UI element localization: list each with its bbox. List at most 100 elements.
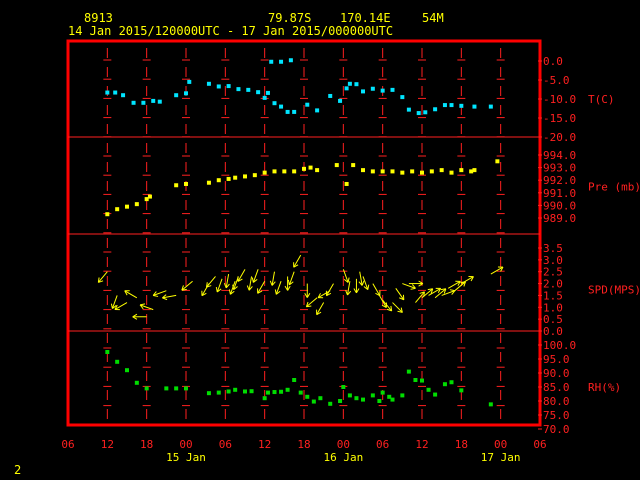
- data-point: [472, 168, 477, 173]
- x-tick-label: 06: [376, 438, 389, 451]
- wind-arrow-shaft: [454, 281, 466, 292]
- data-point: [387, 394, 392, 399]
- wind-arrow: [353, 278, 360, 294]
- wind-arrow-head: [293, 264, 299, 268]
- wind-arrow-head: [287, 279, 290, 285]
- x-tick-label: 18: [140, 438, 153, 451]
- y-tick-label: 85.0: [543, 381, 570, 394]
- x-tick-label: 00: [494, 438, 507, 451]
- data-point: [131, 100, 136, 105]
- panel-label: T(C): [588, 93, 615, 106]
- y-tick-label: 3.0: [543, 254, 563, 267]
- data-point: [390, 397, 395, 402]
- data-point: [400, 393, 405, 398]
- data-point: [429, 169, 434, 174]
- data-point: [449, 103, 454, 108]
- x-axis: 06 12 18 00 06 12 18 00 06 12 18 00 06 15 Jan 16 Jan 17…: [61, 438, 546, 464]
- data-point: [442, 103, 447, 108]
- wind-arrow-shaft: [326, 283, 334, 296]
- data-point: [410, 169, 415, 174]
- x-tick-label: 06: [533, 438, 546, 451]
- data-point: [187, 79, 192, 84]
- wind-arrow-shaft: [441, 290, 455, 296]
- wind-arrow-head: [363, 286, 369, 291]
- wind-arrow: [206, 276, 216, 288]
- data-point: [400, 95, 405, 100]
- data-point: [206, 81, 211, 86]
- wind-arrow-head: [343, 278, 349, 283]
- wind-arrow-head: [317, 293, 321, 298]
- wind-arrow-shaft: [415, 291, 425, 303]
- data-point: [269, 59, 274, 64]
- wind-arrow: [181, 280, 193, 291]
- wind-arrow: [132, 313, 147, 320]
- elevation: 54M: [422, 11, 444, 25]
- y-tick-label: 100.0: [543, 339, 576, 352]
- wind-arrow-head: [430, 288, 434, 294]
- wind-arrow: [274, 281, 282, 295]
- y-tick-label: -15.0: [543, 112, 576, 125]
- data-point: [308, 165, 313, 170]
- y-tick-label: 1.5: [543, 289, 563, 302]
- x-tick-label: 06: [219, 438, 232, 451]
- x-tick-label: 12: [258, 438, 271, 451]
- wind-arrow-head: [443, 288, 447, 294]
- data-point: [164, 386, 169, 391]
- wind-arrow-shaft: [306, 297, 318, 308]
- wind-arrow-head: [361, 280, 365, 286]
- wind-arrow: [434, 288, 447, 299]
- wind-arrow-shaft: [382, 299, 393, 312]
- data-point: [206, 391, 211, 396]
- wind-arrow-head: [112, 305, 117, 309]
- wind-arrow-head: [410, 287, 416, 290]
- date-label: 17 Jan: [481, 451, 521, 464]
- data-point: [459, 168, 464, 173]
- wind-arrow-shaft: [271, 271, 275, 286]
- wind-arrow-head: [201, 292, 207, 297]
- data-point: [226, 84, 231, 89]
- data-point: [174, 183, 179, 188]
- wind-arrow-head: [274, 289, 277, 295]
- wind-arrow-head: [399, 297, 405, 301]
- y-tick-label: 0.5: [543, 313, 563, 326]
- plot-frame: [66, 39, 542, 427]
- wind-arrow-head: [181, 285, 184, 291]
- wind-arrow-head: [306, 293, 311, 298]
- y-tick-label: 1.0: [543, 301, 563, 314]
- wind-arrow-shaft: [275, 281, 282, 295]
- data-point: [495, 159, 500, 164]
- panel-label: RH(%): [588, 381, 621, 394]
- wind-arrow-head: [114, 304, 118, 310]
- data-point: [144, 197, 149, 202]
- wind-arrow: [325, 283, 334, 297]
- data-point: [354, 396, 359, 401]
- wind-arrow: [114, 302, 128, 311]
- wind-arrow-head: [375, 292, 381, 297]
- data-point: [105, 212, 110, 217]
- wind-arrow-head: [257, 290, 263, 294]
- wind-arrow: [162, 294, 177, 301]
- wind-arrow: [421, 288, 434, 299]
- data-point: [233, 387, 238, 392]
- wind-arrow-head: [124, 290, 128, 296]
- data-point: [285, 387, 290, 392]
- data-point: [279, 389, 284, 394]
- y-tick-label: 70.0: [543, 423, 570, 436]
- wind-arrow-head: [358, 281, 363, 286]
- data-point: [433, 107, 438, 112]
- data-point: [390, 87, 395, 92]
- data-point: [246, 87, 251, 92]
- data-point: [141, 100, 146, 105]
- data-point: [184, 91, 188, 96]
- data-point: [344, 86, 349, 91]
- panel-0: 0.0 -5.0 -10.0 -15.0 -20.0 T(C): [105, 55, 615, 144]
- wind-arrow: [139, 303, 154, 311]
- wind-arrow-shaft: [461, 276, 474, 285]
- y-tick-label: 994.0: [543, 149, 576, 162]
- data-point: [272, 101, 277, 106]
- wind-arrow-shaft: [362, 276, 369, 290]
- wind-arrow: [293, 254, 302, 268]
- wind-arrow-shaft: [216, 278, 223, 293]
- wind-arrow: [461, 275, 474, 285]
